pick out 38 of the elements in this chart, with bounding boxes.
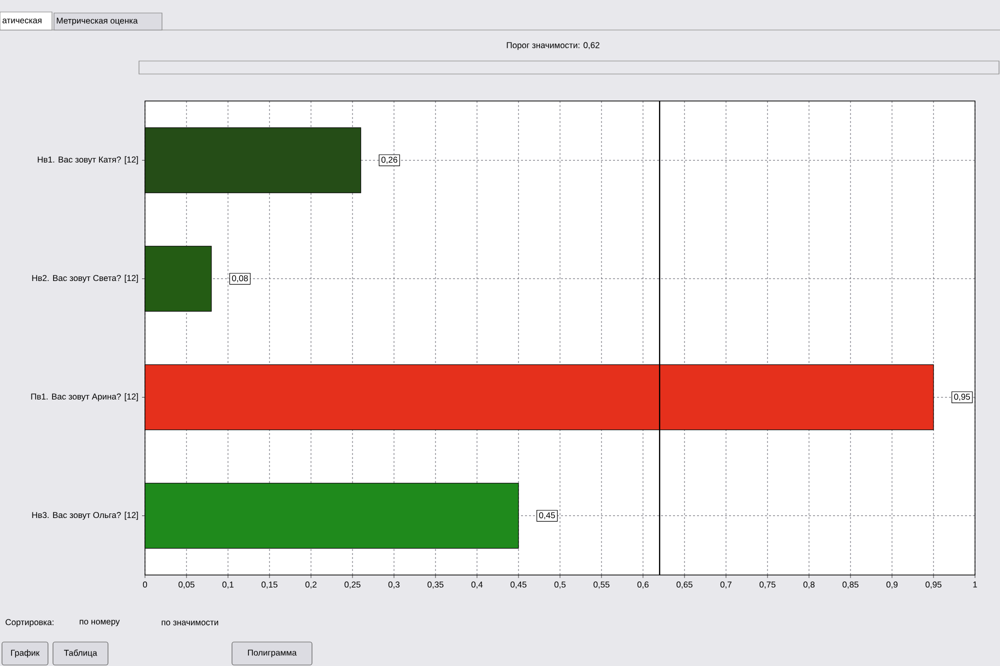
text: по номеру [80, 620, 120, 626]
y-tick-label: Нв3. Вас зовут Ольга? [12] [32, 512, 138, 520]
y-tick-label: Нв2. Вас зовут Света? [12] [32, 274, 138, 283]
x-tick-label: 0,3 [388, 582, 400, 589]
text: Таблица [64, 650, 98, 658]
data-label: 0,26 [381, 156, 398, 164]
text: Сортировка: [6, 619, 54, 627]
y-tick-label: Нв1. Вас зовут Катя? [12] [38, 156, 138, 164]
x-tick-label: 0 [142, 582, 148, 588]
x-tick-label: 0,35 [428, 582, 444, 589]
y-tick-label: Пв1. Вас зовут Арина? [12] [31, 393, 138, 402]
x-tick-label: 0,7 [720, 582, 732, 589]
x-tick-label: 0,55 [594, 582, 610, 589]
x-tick-label: 0,6 [637, 582, 649, 589]
chart-title: Порог значимости: 0,62 [506, 42, 600, 50]
x-tick-label: 0,2 [305, 582, 316, 589]
x-tick-label: 0,8 [803, 582, 815, 589]
text: График [11, 650, 40, 658]
x-tick-label: 0,4 [471, 582, 483, 589]
x-tick-label: 0,05 [178, 582, 194, 589]
x-tick-label: 0,5 [554, 582, 566, 589]
text: Метрическая оценка [56, 18, 138, 26]
x-tick-label: 0,75 [760, 582, 776, 589]
x-tick-label: 0,1 [222, 582, 234, 589]
x-tick-label: 0,85 [842, 582, 858, 589]
x-tick-label: 0,15 [262, 582, 278, 589]
data-label: 0,08 [232, 275, 248, 282]
data-label: 0,95 [954, 394, 970, 401]
x-tick-label: 0,95 [926, 582, 942, 589]
text: Полиграмма [248, 650, 297, 658]
x-tick-label: 0,45 [510, 582, 526, 589]
x-tick-label: 0,9 [886, 582, 898, 589]
text: атическая [2, 18, 42, 24]
data-label: 0,45 [539, 512, 555, 520]
text: по значимости [162, 620, 218, 626]
x-tick-label: 0,25 [344, 582, 360, 589]
x-tick-label: 0,65 [676, 582, 692, 589]
x-tick-label: 1 [973, 582, 977, 588]
